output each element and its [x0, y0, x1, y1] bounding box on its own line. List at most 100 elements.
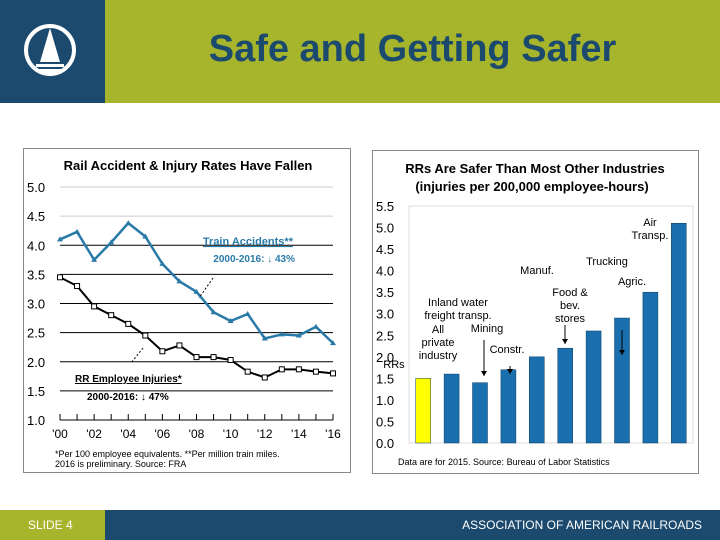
y-tick-label: 1.5 [27, 384, 45, 399]
category-label-line: Mining [471, 323, 503, 335]
chart-title: Rail Accident & Injury Rates Have Fallen [64, 158, 313, 173]
x-tick-label: '02 [86, 427, 102, 441]
y-tick-label: 3.0 [27, 297, 45, 312]
bar-3 [500, 369, 517, 444]
data-point [295, 366, 302, 373]
data-point [142, 332, 149, 339]
annotation-arrow [130, 347, 144, 364]
chart-subtitle: (injuries per 200,000 employee-hours) [415, 179, 648, 194]
category-label: All private industry [419, 324, 458, 362]
category-label-line: Manuf. [520, 265, 554, 277]
x-tick-label: '00 [52, 427, 68, 441]
y-tick-label: 3.0 [376, 307, 394, 322]
category-label: Air Transp. [632, 217, 669, 242]
slide-number: SLIDE 4 [28, 518, 73, 532]
data-point [261, 374, 268, 381]
data-point [244, 368, 251, 375]
y-tick-label: 3.5 [27, 267, 45, 282]
data-point [142, 233, 149, 239]
y-tick-label: 2.5 [376, 328, 394, 343]
data-point [295, 332, 302, 338]
x-tick-label: '10 [223, 427, 239, 441]
category-label-line: Agric. [618, 276, 646, 288]
category-label-line: Transp. [632, 230, 669, 242]
y-tick-label: 0.5 [376, 414, 394, 429]
data-point [312, 323, 319, 329]
organization-name: ASSOCIATION OF AMERICAN RAILROADS [462, 518, 702, 532]
chart-title: RRs Are Safer Than Most Other Industries [405, 161, 665, 176]
bar-9 [671, 222, 687, 444]
bar-2 [472, 382, 488, 444]
data-point [108, 312, 115, 319]
arrowhead-icon [481, 371, 487, 376]
footer-right [105, 510, 720, 540]
y-tick-label: 2.0 [27, 355, 45, 370]
footnote: Data are for 2015. Source: Bureau of Lab… [398, 457, 610, 467]
y-tick-label: 5.0 [376, 221, 394, 236]
header-band [105, 0, 720, 103]
bar-chart: RRs Are Safer Than Most Other Industries… [372, 150, 699, 474]
category-label: Inland water freight transp. [424, 297, 491, 322]
y-tick-label: 4.0 [376, 264, 394, 279]
data-point [278, 366, 285, 373]
category-label: Agric. [618, 276, 646, 288]
slide-title: Safe and Getting Safer [208, 28, 617, 70]
category-label-line: Inland water [428, 297, 488, 309]
data-point [330, 340, 336, 346]
category-label-line: industry [419, 350, 458, 362]
data-point [91, 256, 98, 262]
footnote-2: 2016 is preliminary. Source: FRA [55, 459, 186, 469]
data-point [176, 278, 183, 284]
x-tick-label: '06 [155, 427, 171, 441]
data-point [210, 354, 217, 361]
railroad-logo-icon [24, 24, 76, 76]
category-label-line: bev. [560, 300, 580, 312]
plot-area [408, 205, 694, 444]
logo-panel [0, 0, 105, 103]
y-tick-label: 4.5 [376, 242, 394, 257]
data-point [193, 354, 200, 361]
y-tick-label: 4.0 [27, 238, 45, 253]
category-label-line: Constr. [490, 344, 525, 356]
category-label: Food & bev. stores [552, 287, 588, 325]
category-label-line: Food & [552, 287, 588, 299]
data-point [108, 239, 115, 245]
y-tick-label: 1.0 [376, 393, 394, 408]
bar-7 [614, 317, 630, 444]
data-point [261, 335, 268, 341]
x-tick-label: '08 [189, 427, 205, 441]
y-tick-label: 3.5 [376, 285, 394, 300]
category-label-line: RRs [383, 359, 405, 371]
data-point [227, 317, 234, 323]
category-label-line: private [421, 337, 454, 349]
y-tick-label: 1.5 [376, 371, 394, 386]
annotation-arrow [198, 277, 214, 299]
x-tick-label: '14 [291, 427, 307, 441]
chart-frame [23, 148, 351, 473]
category-label-line: All [432, 324, 444, 336]
data-point [159, 348, 166, 355]
category-label: RRs [383, 359, 405, 371]
footnote-1: *Per 100 employee equivalents. **Per mil… [55, 449, 280, 459]
x-tick-label: '12 [257, 427, 273, 441]
data-point [74, 283, 81, 290]
bar-8 [642, 291, 659, 444]
data-point [244, 310, 251, 316]
bar-1 [443, 373, 460, 444]
series-note-train-accidents: 2000-2016: ↓ 43% [213, 254, 295, 265]
category-label: Manuf. [520, 265, 554, 277]
y-tick-label: 1.0 [27, 413, 45, 428]
category-label: Mining [471, 323, 503, 335]
series-label-train-accidents: Train Accidents** [203, 236, 294, 248]
arrowhead-icon [562, 339, 568, 344]
category-label: Constr. [490, 344, 525, 356]
bar-4 [529, 356, 545, 444]
data-point [159, 260, 166, 266]
category-label-line: Air [643, 217, 657, 229]
data-point [193, 288, 200, 294]
data-point [125, 320, 132, 327]
data-point [57, 236, 63, 242]
bar-5 [557, 347, 573, 444]
y-tick-label: 4.5 [27, 209, 45, 224]
data-point [312, 368, 319, 375]
